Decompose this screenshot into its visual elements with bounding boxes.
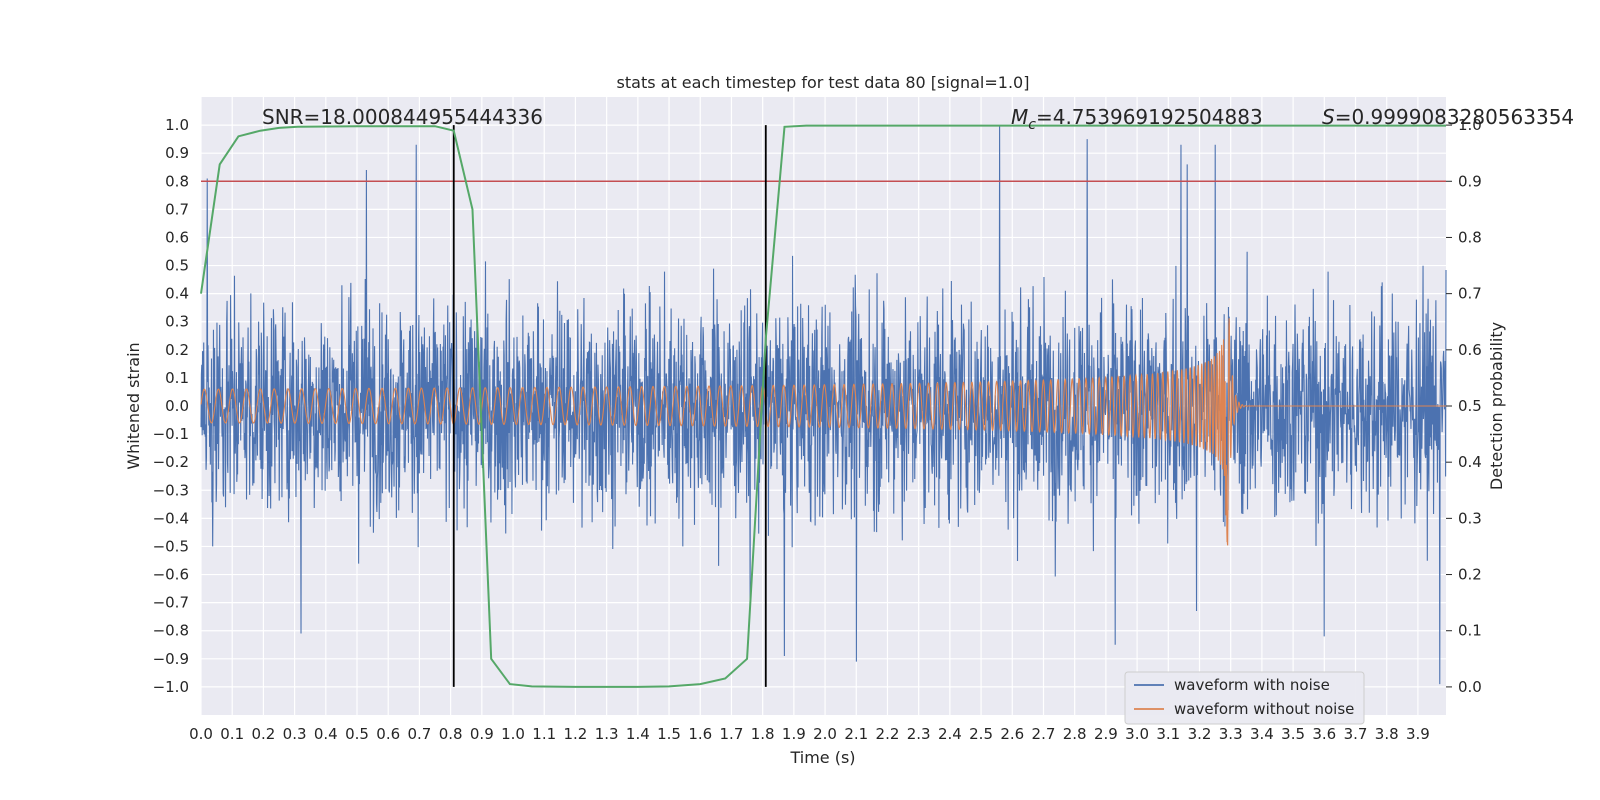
x-tick-label: 3.0	[1125, 725, 1149, 743]
y-tick-label: 0.9	[165, 144, 189, 162]
y-axis-label: Whitened strain	[124, 342, 143, 469]
x-tick-label: 2.5	[969, 725, 993, 743]
y2-tick-label: 0.3	[1458, 509, 1482, 527]
x-tick-label: 2.1	[844, 725, 868, 743]
y2-tick-label: 0.1	[1458, 622, 1482, 640]
x-tick-label: 2.4	[938, 725, 962, 743]
y-tick-label: 0.1	[165, 369, 189, 387]
x-tick-label: 1.2	[564, 725, 588, 743]
x-tick-label: 3.1	[1156, 725, 1180, 743]
waveform-without-noise-layer	[200, 318, 1446, 546]
x-tick-label: 3.7	[1344, 725, 1368, 743]
y2-tick-label: 0.6	[1458, 341, 1482, 359]
y-tick-label: −0.3	[153, 481, 189, 499]
detection-probability-layer	[200, 124, 1446, 688]
x-tick-label: 2.2	[876, 725, 900, 743]
y-tick-label: −0.8	[153, 622, 189, 640]
y-tick-label: −1.0	[153, 678, 189, 696]
x-tick-label: 3.8	[1375, 725, 1399, 743]
legend-box	[1124, 671, 1365, 725]
x-tick-label: 0.7	[407, 725, 431, 743]
y-tick-label: −0.6	[153, 566, 189, 584]
y2-tick-label: 0.4	[1458, 453, 1482, 471]
legend: waveform with noise waveform without noi…	[1124, 671, 1365, 725]
x-tick-label: 3.3	[1219, 725, 1243, 743]
chirp-mass-symbol: M	[1011, 105, 1028, 129]
x-tick-label: 0.0	[189, 725, 213, 743]
waveform-with-noise-layer	[200, 125, 1447, 685]
x-tick-label: 0.2	[251, 725, 275, 743]
x-tick-label: 2.6	[1000, 725, 1024, 743]
x-tick-label: 1.6	[688, 725, 712, 743]
x-tick-label: 2.7	[1032, 725, 1056, 743]
x-tick-label: 2.9	[1094, 725, 1118, 743]
tick-labels: 0.0 0.1 0.2 0.3 0.4 0.5 0.6 0.7 0.8 0.9 1.0 1.1 1.2 1…	[153, 116, 1482, 743]
x-tick-label: 0.8	[439, 725, 463, 743]
chirp-mass-subscript: c	[1028, 117, 1036, 133]
score-value: =0.9999083280563354	[1335, 105, 1574, 129]
legend-label-waveform-with-noise: waveform with noise	[1174, 676, 1330, 694]
y2-tick-label: 0.9	[1458, 172, 1482, 190]
waveform-with-noise-line	[200, 125, 1447, 685]
x-tick-label: 0.5	[345, 725, 369, 743]
y-tick-label: −0.4	[153, 509, 189, 527]
y-tick-label: 0.4	[165, 285, 189, 303]
waveform-without-noise-line	[200, 318, 1446, 546]
x-tick-label: 1.0	[501, 725, 525, 743]
x-tick-label: 1.8	[751, 725, 775, 743]
chart-title: stats at each timestep for test data 80 …	[617, 73, 1030, 92]
snr-annotation: SNR=18.000844955444336	[262, 105, 543, 129]
score-symbol: S	[1322, 105, 1335, 129]
y-tick-label: 0.5	[165, 257, 189, 275]
x-tick-label: 3.9	[1406, 725, 1430, 743]
x-tick-label: 3.6	[1312, 725, 1336, 743]
y2-tick-label: 0.7	[1458, 285, 1482, 303]
x-tick-label: 0.9	[470, 725, 494, 743]
y-tick-label: 0.0	[165, 397, 189, 415]
x-tick-label: 1.7	[720, 725, 744, 743]
chirp-mass-value: =4.753969192504883	[1036, 105, 1263, 129]
score-annotation: S=0.9999083280563354	[1322, 105, 1574, 129]
x-tick-label: 3.5	[1281, 725, 1305, 743]
y2-tick-label: 1.0	[1458, 116, 1482, 134]
y2-tick-label: 0.8	[1458, 228, 1482, 246]
x-tick-label: 1.5	[657, 725, 681, 743]
vertical-lines-layer	[452, 125, 767, 687]
y2-axis-label: Detection probability	[1487, 322, 1506, 490]
x-tick-label: 0.1	[220, 725, 244, 743]
y-tick-label: 0.2	[165, 341, 189, 359]
y-tick-label: 0.7	[165, 200, 189, 218]
y-tick-label: 0.6	[165, 228, 189, 246]
chirp-mass-annotation: Mc=4.753969192504883	[1011, 105, 1263, 133]
x-tick-label: 2.8	[1063, 725, 1087, 743]
x-tick-label: 3.4	[1250, 725, 1274, 743]
y-tick-label: 1.0	[165, 116, 189, 134]
y-tick-label: −0.5	[153, 537, 189, 555]
x-tick-label: 0.6	[376, 725, 400, 743]
y-tick-label: 0.3	[165, 313, 189, 331]
y2-tick-label: 0.2	[1458, 566, 1482, 584]
y-tick-label: 0.8	[165, 172, 189, 190]
x-tick-label: 1.9	[782, 725, 806, 743]
y-tick-label: −0.2	[153, 453, 189, 471]
x-tick-label: 1.3	[595, 725, 619, 743]
y-tick-label: −0.1	[153, 425, 189, 443]
x-tick-label: 0.4	[314, 725, 338, 743]
x-tick-label: 1.4	[626, 725, 650, 743]
y2-tick-label: 0.0	[1458, 678, 1482, 696]
detection-probability-line	[200, 124, 1446, 688]
x-tick-label: 2.0	[813, 725, 837, 743]
x-axis-label: Time (s)	[789, 748, 855, 767]
y2-tick-label: 0.5	[1458, 397, 1482, 415]
x-tick-label: 0.3	[283, 725, 307, 743]
legend-label-waveform-without-noise: waveform without noise	[1174, 700, 1354, 718]
x-tick-label: 1.1	[532, 725, 556, 743]
y-tick-label: −0.9	[153, 650, 189, 668]
y-tick-label: −0.7	[153, 594, 189, 612]
x-tick-label: 3.2	[1188, 725, 1212, 743]
x-tick-label: 2.3	[907, 725, 931, 743]
